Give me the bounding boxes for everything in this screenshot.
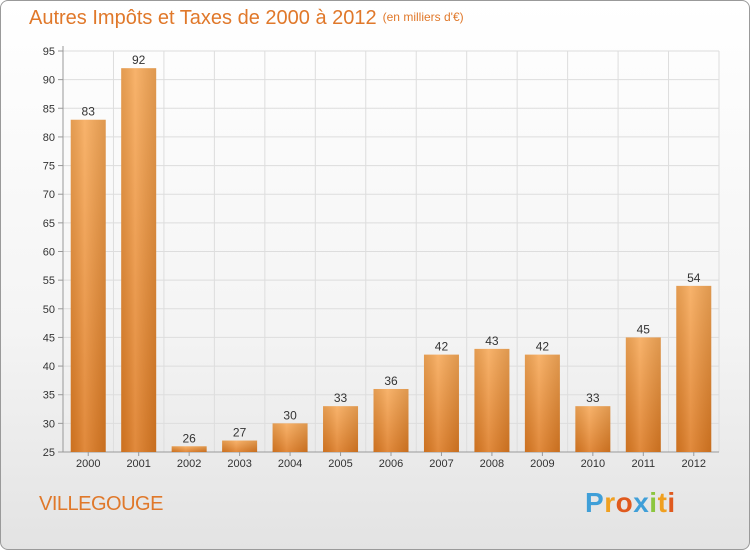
x-tick-label: 2005 [328,458,352,470]
y-tick-label: 45 [43,332,55,344]
x-tick-label: 2011 [631,458,655,470]
x-tick-label: 2009 [530,458,554,470]
data-label: 27 [233,426,247,440]
y-tick-label: 55 [43,275,55,287]
x-tick-label: 2012 [682,458,706,470]
data-label: 43 [485,334,499,348]
data-label: 42 [536,340,550,354]
y-tick-label: 75 [43,161,55,173]
chart-title: Autres Impôts et Taxes de 2000 à 2012 (en… [29,7,464,30]
logo-letter: i [667,487,676,518]
x-tick-label: 2010 [581,458,605,470]
y-tick-label: 40 [43,361,55,373]
x-tick-label: 2000 [76,458,100,470]
logo-letter: i [649,487,658,518]
x-tick-label: 2003 [227,458,251,470]
bar-shade [676,285,712,452]
logo-letter: o [615,487,634,518]
bar-shade [222,440,258,452]
data-label: 54 [687,271,701,285]
place-name: VILLEGOUGE [39,493,163,515]
y-tick-label: 80 [43,132,55,144]
bar-shade [70,119,106,452]
data-label: 33 [586,391,600,405]
data-label: 30 [283,408,297,422]
y-tick-label: 60 [43,247,55,259]
bar-shade [474,348,510,452]
y-tick-label: 30 [43,418,55,430]
y-tick-label: 70 [43,189,55,201]
bar-shade [373,388,409,452]
logo-letter: r [604,487,616,518]
logo-letter: x [633,487,650,518]
chart-unit: (en milliers d'€) [382,10,464,24]
data-label: 26 [182,431,196,445]
data-label: 33 [334,391,348,405]
logo-letter: t [657,487,668,518]
x-tick-label: 2008 [480,458,504,470]
bar-shade [121,68,157,452]
y-tick-label: 90 [43,75,55,87]
data-label: 83 [82,105,96,119]
logo-letter: P [585,487,605,518]
x-tick-label: 2004 [278,458,302,470]
bar-shade [524,354,560,452]
y-tick-label: 50 [43,304,55,316]
bar-shade [625,337,661,452]
y-tick-label: 85 [43,103,55,115]
data-label: 36 [384,374,398,388]
y-tick-label: 65 [43,218,55,230]
bar-shade [323,406,359,452]
y-tick-label: 35 [43,390,55,402]
y-tick-label: 25 [43,447,55,459]
chart-title-text: Autres Impôts et Taxes de 2000 à 2012 [29,7,377,29]
bar-shade [171,446,207,452]
data-label: 45 [637,322,651,336]
bar-shade [423,354,459,452]
x-tick-label: 2007 [429,458,453,470]
x-tick-label: 2002 [177,458,201,470]
y-tick-label: 95 [43,46,55,58]
x-tick-label: 2001 [126,458,150,470]
data-label: 42 [435,340,449,354]
proxiti-logo: Proxiti [585,487,676,519]
x-tick-label: 2006 [379,458,403,470]
data-label: 92 [132,53,146,67]
bar-shade [575,406,611,452]
bar-shade [272,423,308,452]
